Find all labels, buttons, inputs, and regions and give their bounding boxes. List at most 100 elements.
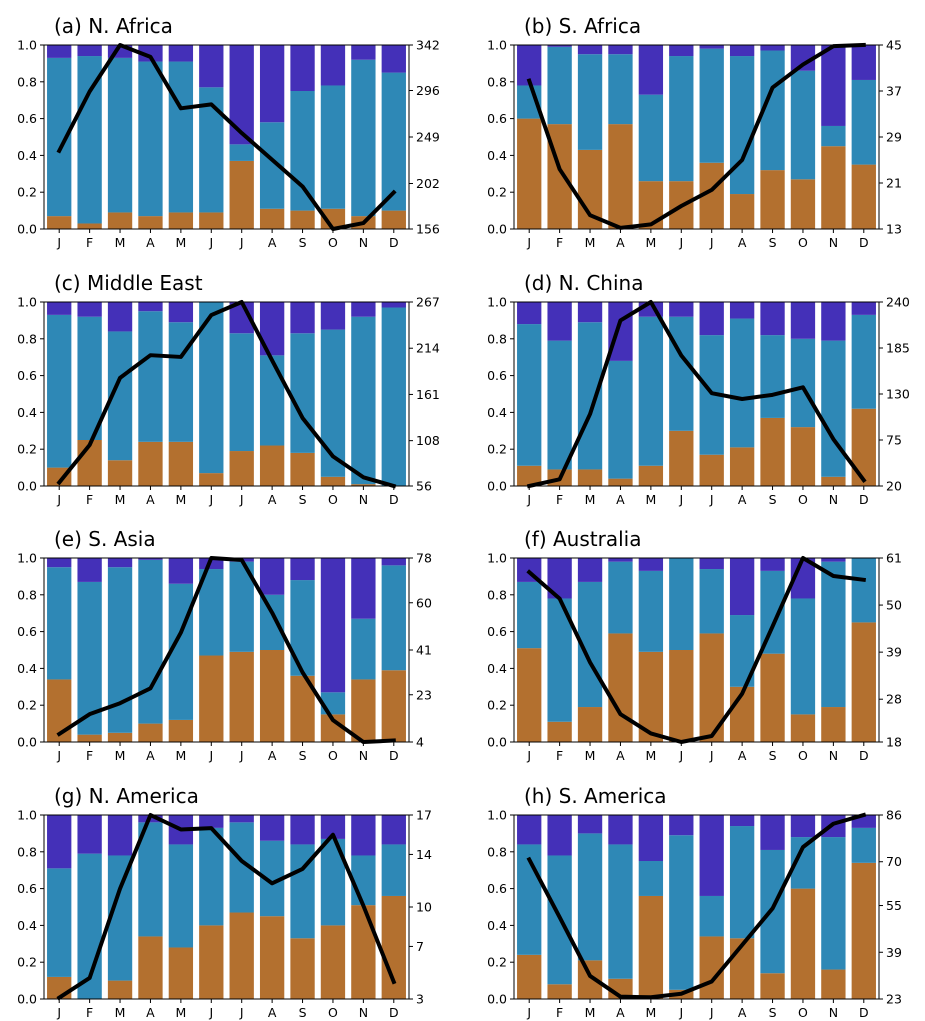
y-tick-label: 0.4 [17,661,37,676]
bar-middle-7 [699,895,724,937]
panel-2: (b) S. Africa 0.0 0.2 0.4 0.6 0.8 1.0 13 21 29 37 4… [487,14,902,250]
bar-middle-4 [138,311,163,442]
y-tick-label: 0.4 [17,148,37,163]
y2-tick-label: 156 [416,222,440,237]
bar-top-2 [77,815,102,854]
bar-bottom-10 [320,476,346,486]
y-tick-label: 0.0 [17,222,37,237]
bar-top-2 [547,302,572,341]
bar-middle-5 [168,583,194,720]
bar-bottom-12 [851,164,876,229]
bar-top-10 [320,302,346,330]
x-tick-label: F [86,492,93,507]
y-tick-label: 0.2 [487,442,507,457]
bar-top-8 [259,45,285,123]
bar-middle-1 [517,324,542,466]
x-tick-label: N [359,1005,368,1020]
bar-bottom-7 [229,160,254,229]
bar-middle-6 [669,835,694,990]
x-tick-label: A [268,235,277,250]
x-tick-label: F [556,748,563,763]
x-tick-label: S [299,235,307,250]
x-tick-label: N [829,748,838,763]
y2-tick-label: 78 [416,551,432,566]
bars [47,815,406,999]
bar-top-2 [547,815,572,856]
x-tick-label: S [299,492,307,507]
bar-middle-4 [138,822,163,937]
bars [47,45,406,229]
x-tick-label: N [359,492,368,507]
x-tick-label: S [299,748,307,763]
bar-bottom-7 [699,936,724,999]
bar-top-10 [790,302,816,339]
bar-top-9 [760,558,785,571]
x-tick-label: S [769,748,777,763]
x-tick-label: M [175,492,186,507]
bar-middle-9 [760,335,785,418]
y-tick-label: 0.0 [17,479,37,494]
panel-4: (d) N. China 0.0 0.2 0.4 0.6 0.8 1.0 20 75 130 185… [487,271,910,507]
y2-tick-label: 249 [416,130,440,145]
line-series [526,556,867,744]
panel-3: (c) Middle East 0.0 0.2 0.4 0.6 0.8 1.0 56 108 16… [17,271,440,507]
y2-tick-label: 45 [886,38,902,53]
y-tick-label: 0.6 [17,368,37,383]
bar-top-12 [381,45,406,73]
bar-middle-10 [320,85,346,209]
bar-bottom-11 [351,484,376,486]
bar-top-9 [760,302,785,336]
x-tick-label: O [328,1005,338,1020]
bar-middle-10 [790,338,816,428]
bar-top-11 [351,45,376,60]
bar-bottom-12 [851,408,876,486]
bar-bottom-9 [760,170,785,229]
x-tick-label: J [56,1005,61,1020]
bar-bottom-5 [168,719,194,742]
y2-tick-label: 130 [886,387,910,402]
y-tick-label: 0.6 [487,368,507,383]
y-tick-label: 0.6 [17,624,37,639]
y2-tick-label: 4 [416,735,424,750]
line-series [56,300,397,489]
bar-middle-6 [199,87,224,213]
bar-top-1 [517,302,542,325]
x-tick-label: J [239,492,244,507]
bar-top-5 [168,558,194,584]
y-tick-label: 0.2 [17,698,37,713]
bar-top-6 [199,815,224,828]
y-tick-label: 0.4 [487,661,507,676]
bar-top-8 [729,558,755,616]
y2-tick-label: 28 [886,692,902,707]
bar-top-10 [320,815,346,839]
bar-top-9 [290,45,315,91]
panel-title: (g) N. America [54,784,199,808]
x-tick-label: F [86,235,93,250]
bar-bottom-1 [517,648,542,742]
panel-title: (b) S. Africa [524,14,641,38]
y-tick-label: 1.0 [487,551,507,566]
bar-bottom-1 [517,954,542,999]
y-tick-label: 0.2 [17,955,37,970]
x-tick-label: S [769,235,777,250]
bar-top-5 [638,815,664,861]
bar-bottom-8 [259,650,285,742]
bar-top-9 [290,302,315,334]
x-tick-label: D [859,235,869,250]
bar-top-8 [259,558,285,595]
bar-top-12 [381,302,406,308]
bar-bottom-11 [821,707,846,742]
bar-bottom-1 [517,465,542,486]
x-tick-label: J [239,748,244,763]
bar-middle-1 [47,567,72,680]
bar-top-5 [168,302,194,323]
y-tick-label: 0.8 [487,844,507,859]
plot-frame [513,814,880,1000]
y2-tick-label: 161 [416,387,440,402]
bar-middle-5 [638,316,664,466]
x-tick-label: O [328,492,338,507]
y-tick-label: 1.0 [17,551,37,566]
bar-middle-1 [47,868,72,977]
x-tick-label: F [86,748,93,763]
bar-middle-5 [168,844,194,948]
